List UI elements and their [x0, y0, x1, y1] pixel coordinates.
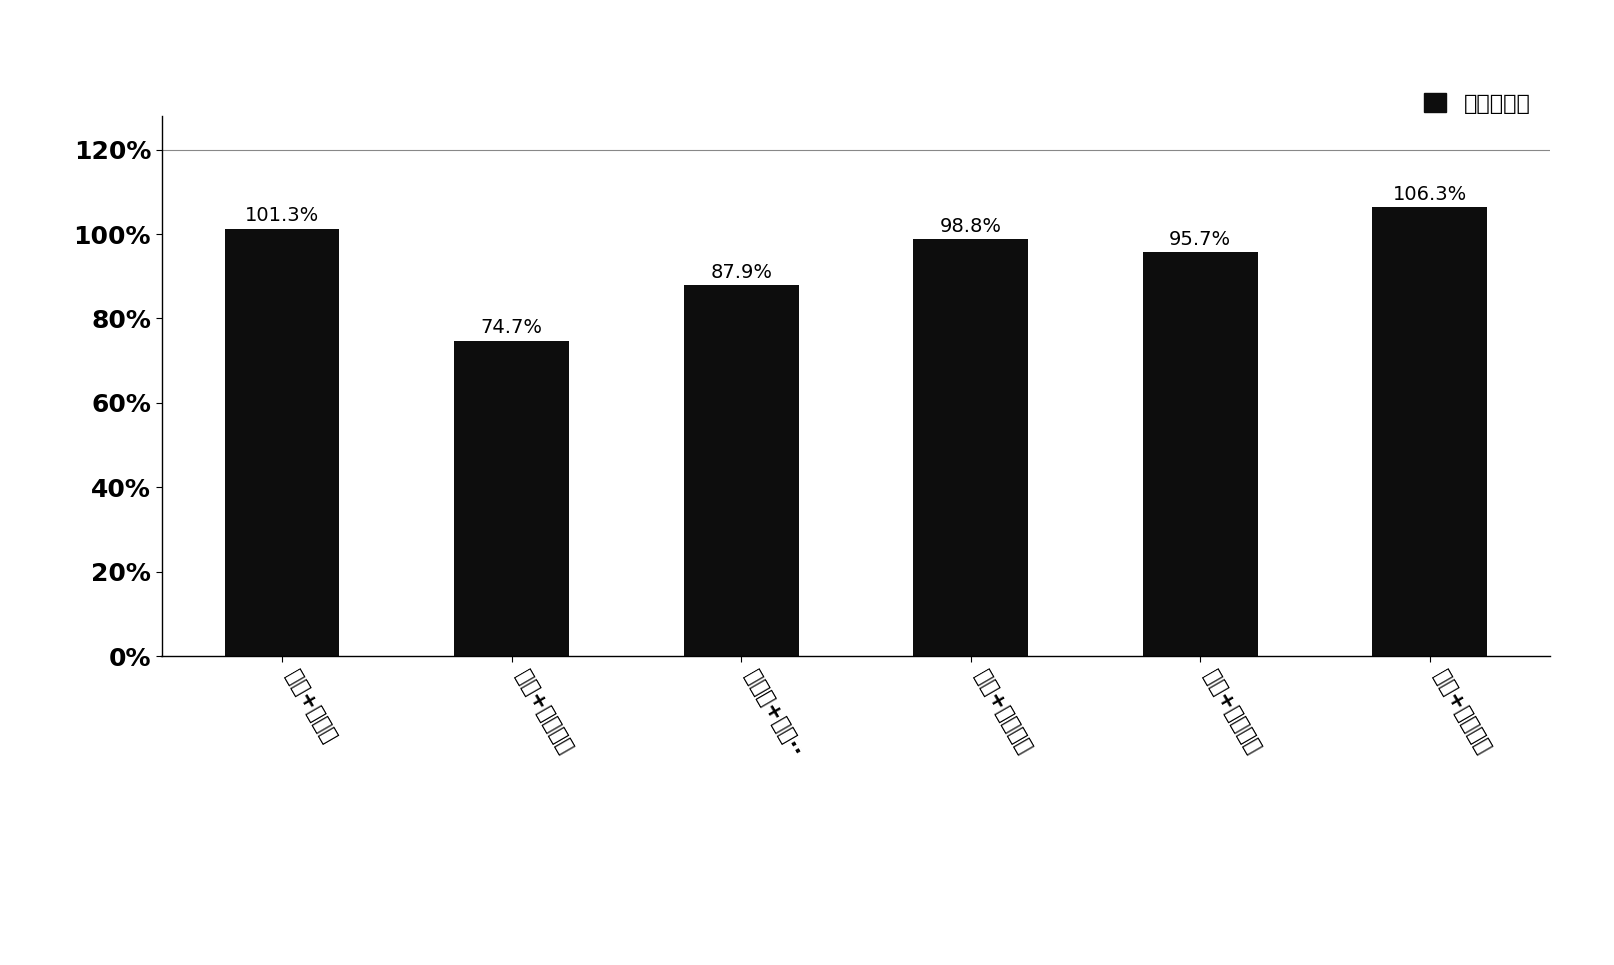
- Bar: [224, 229, 339, 656]
- Bar: [1143, 252, 1257, 656]
- Bar: [454, 341, 568, 656]
- Bar: [1372, 207, 1486, 656]
- Bar: [914, 239, 1028, 656]
- Text: 106.3%: 106.3%: [1391, 185, 1466, 204]
- Legend: 间二硝基苯: 间二硝基苯: [1414, 84, 1538, 123]
- Text: 95.7%: 95.7%: [1169, 230, 1230, 249]
- Bar: [683, 285, 797, 656]
- Text: 101.3%: 101.3%: [245, 207, 320, 225]
- Text: 74.7%: 74.7%: [481, 318, 542, 338]
- Text: 98.8%: 98.8%: [939, 217, 1001, 235]
- Text: 87.9%: 87.9%: [710, 262, 771, 282]
